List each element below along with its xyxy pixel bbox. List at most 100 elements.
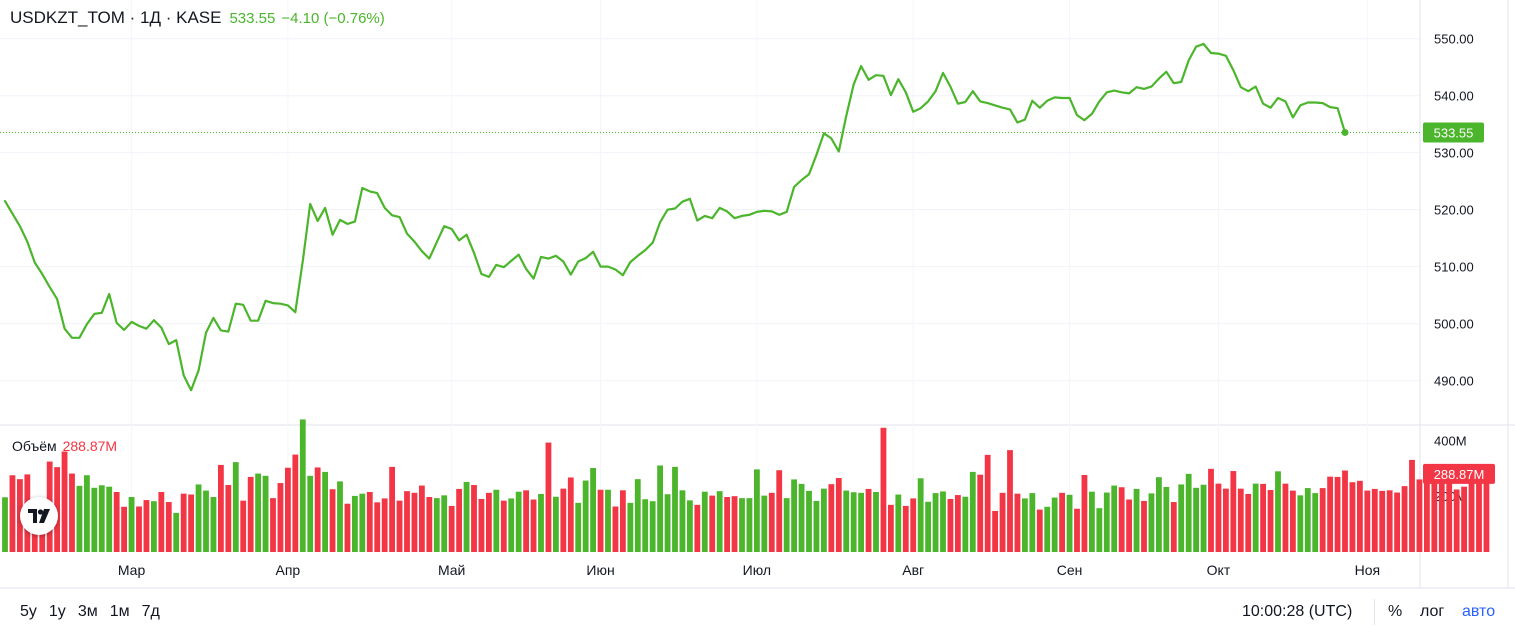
volume-bar <box>1133 488 1140 552</box>
volume-bar <box>337 481 343 552</box>
volume-bar <box>1096 508 1103 552</box>
volume-bar <box>225 485 232 552</box>
volume-bar <box>776 470 783 552</box>
last-price-point <box>1341 128 1349 136</box>
volume-bar <box>1118 487 1125 552</box>
volume-bar <box>1081 474 1088 552</box>
percent-scale-toggle[interactable]: % <box>1388 603 1403 620</box>
volume-bar <box>456 488 463 552</box>
volume-bar <box>1483 473 1490 552</box>
volume-bar <box>83 475 90 552</box>
volume-bar <box>1327 476 1334 552</box>
volume-bar <box>1416 479 1423 552</box>
volume-bar <box>567 477 574 552</box>
volume-bar <box>366 491 373 552</box>
auto-scale-toggle[interactable]: авто <box>1462 603 1496 620</box>
volume-bar <box>932 493 939 552</box>
volume-bar <box>910 498 917 552</box>
volume-bar <box>128 497 135 552</box>
volume-bar <box>523 490 530 552</box>
volume-bar <box>69 473 75 552</box>
tradingview-logo-icon[interactable] <box>20 497 58 535</box>
volume-bar <box>962 496 969 552</box>
volume-bar <box>210 497 217 552</box>
volume-bar <box>195 484 202 552</box>
volume-bar <box>1088 491 1095 552</box>
volume-bar <box>1386 490 1393 552</box>
price-tick-label: 550.00 <box>1434 32 1474 47</box>
range-7d-button[interactable]: 7д <box>141 603 160 620</box>
volume-bar <box>1409 459 1415 552</box>
range-3m-button[interactable]: 3м <box>77 603 98 620</box>
volume-bar <box>835 478 842 552</box>
volume-bar <box>575 502 582 552</box>
chart-header: USDKZT_TOM · 1Д · KASE 533.55 −4.10 (−0.76… <box>10 8 385 28</box>
time-tick-label: Мар <box>118 562 146 578</box>
volume-bar <box>493 489 500 552</box>
volume-bar <box>984 454 991 552</box>
volume-bar <box>642 499 649 552</box>
volume-tick-label: 400M <box>1434 433 1467 448</box>
volume-bar <box>381 498 388 552</box>
volume-bar <box>1289 490 1296 552</box>
range-1m-button[interactable]: 1м <box>109 603 130 620</box>
volume-bar <box>217 464 224 552</box>
volume-bar <box>1423 474 1430 552</box>
log-scale-toggle[interactable]: лог <box>1420 603 1445 620</box>
volume-bar <box>1476 480 1482 552</box>
volume-bar <box>1007 450 1013 552</box>
price-tick-label: 540.00 <box>1434 89 1474 104</box>
volume-bar <box>1282 483 1289 552</box>
volume-bar <box>1021 498 1028 552</box>
price-series-line <box>3 42 1347 392</box>
volume-bar <box>902 505 909 552</box>
time-tick-label: Сен <box>1057 562 1083 578</box>
volume-bar <box>1267 490 1274 552</box>
range-1y-button[interactable]: 1y <box>48 603 66 620</box>
volume-bar <box>262 475 269 552</box>
volume-bar <box>925 501 932 552</box>
last-price: 533.55 <box>229 10 276 27</box>
time-tick-label: Окт <box>1207 562 1231 578</box>
volume-bar <box>180 493 187 552</box>
time-tick-label: Ноя <box>1355 562 1380 578</box>
volume-bar <box>1200 484 1207 552</box>
price-tick-label: 510.00 <box>1434 260 1474 275</box>
volume-bar <box>992 510 999 552</box>
range-5y-button[interactable]: 5y <box>20 603 37 620</box>
volume-bar <box>277 483 284 552</box>
volume-bar <box>165 502 172 552</box>
volume-bar <box>895 494 902 552</box>
volume-bar <box>999 492 1006 552</box>
volume-bar <box>1401 486 1408 552</box>
volume-bar <box>1438 479 1445 552</box>
volume-bar <box>1349 482 1356 552</box>
volume-bar <box>1260 483 1267 552</box>
symbol-title[interactable]: USDKZT_TOM · 1Д · KASE <box>10 8 222 27</box>
volume-bar <box>761 495 768 552</box>
volume-bar <box>590 467 597 552</box>
volume-bar <box>203 490 209 552</box>
volume-bar <box>634 479 641 552</box>
utc-clock[interactable]: 10:00:28 (UTC) <box>1242 603 1353 620</box>
volume-bar <box>798 483 805 552</box>
price-tick-label: 530.00 <box>1434 146 1474 161</box>
volume-bar <box>61 451 68 552</box>
last-price-badge <box>1423 122 1484 143</box>
volume-bar <box>887 504 894 552</box>
volume-bar <box>865 488 872 552</box>
volume-bar <box>284 467 291 552</box>
volume-bar <box>1126 499 1133 552</box>
volume-bar <box>1319 488 1326 552</box>
chart-canvas[interactable]: 550.00 540.00 530.00 520.00 510.00 500.00 490.… <box>0 0 1515 590</box>
volume-bar <box>954 495 961 552</box>
time-tick-label: Июл <box>743 562 771 578</box>
volume-bar <box>1051 497 1058 552</box>
volume-bar <box>731 496 738 552</box>
volume-bar <box>1245 493 1252 552</box>
bottom-toolbar: 5y 1y 3м 1м 7д 10:00:28 (UTC) % лог авто <box>0 590 1515 636</box>
volume-bar <box>649 501 656 552</box>
price-tick-label: 490.00 <box>1434 374 1474 389</box>
volume-bar <box>753 469 760 552</box>
volume-bar <box>270 498 276 552</box>
